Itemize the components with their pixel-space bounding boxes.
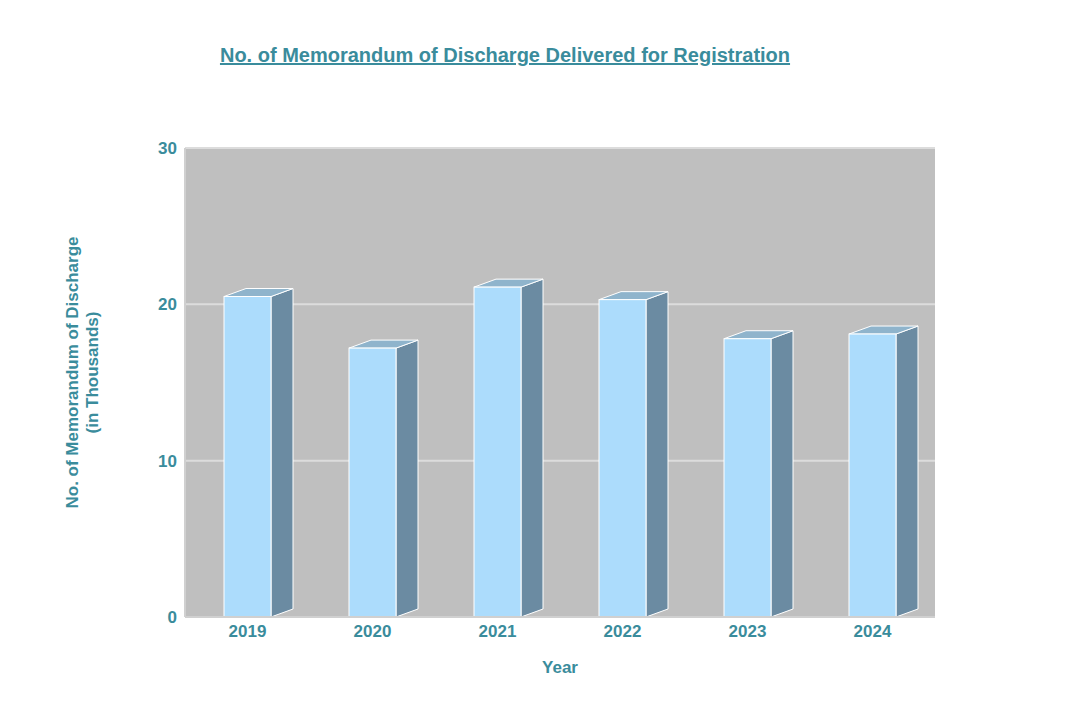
- svg-text:2023: 2023: [729, 622, 767, 641]
- svg-text:2020: 2020: [354, 622, 392, 641]
- svg-text:2022: 2022: [604, 622, 642, 641]
- svg-text:20: 20: [158, 295, 177, 314]
- svg-text:2021: 2021: [479, 622, 517, 641]
- svg-text:Year: Year: [542, 658, 578, 677]
- svg-text:2019: 2019: [229, 622, 267, 641]
- html-text:No. of Memorandum of Discharge: No. of Memorandum of Discharge Delivered…: [220, 44, 790, 66]
- svg-text:10: 10: [158, 452, 177, 471]
- svg-text:No. of Memorandum of Discharge: No. of Memorandum of Discharge(in Thousa…: [63, 236, 102, 508]
- svg-text:2024: 2024: [854, 622, 892, 641]
- svg-text:30: 30: [158, 139, 177, 158]
- svg-text:0: 0: [168, 608, 177, 627]
